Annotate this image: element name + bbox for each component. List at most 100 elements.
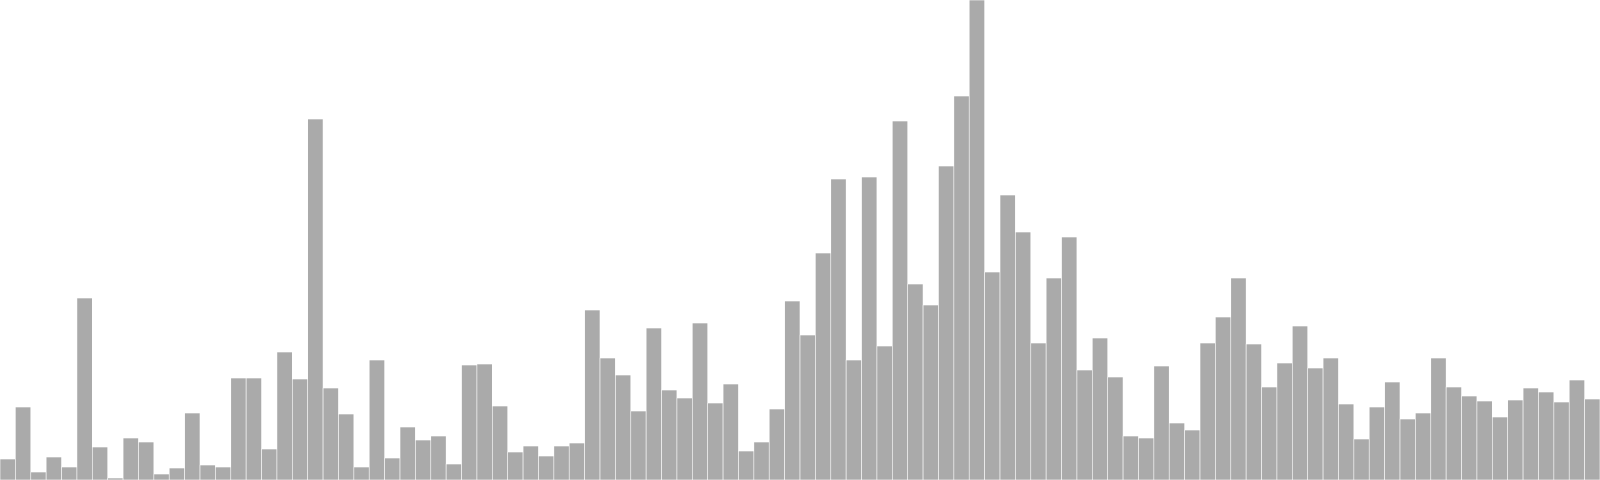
bar-16 xyxy=(245,377,262,480)
bar-3 xyxy=(45,456,62,480)
bar-9 xyxy=(138,441,155,480)
bar-81 xyxy=(1245,343,1262,480)
bar-56 xyxy=(861,176,878,480)
bar-33 xyxy=(507,451,524,480)
bar-83 xyxy=(1276,362,1293,480)
bar-41 xyxy=(630,410,647,480)
bar-73 xyxy=(1122,435,1139,480)
bar-1 xyxy=(15,406,32,480)
bar-75 xyxy=(1153,365,1170,480)
bar-24 xyxy=(368,359,385,480)
bar-0 xyxy=(0,458,16,480)
bar-22 xyxy=(338,413,355,480)
bar-63 xyxy=(968,0,985,480)
bar-69 xyxy=(1061,236,1078,480)
bar-76 xyxy=(1168,422,1185,480)
bar-53 xyxy=(815,252,832,480)
bar-96 xyxy=(1476,400,1493,480)
bar-66 xyxy=(1015,231,1032,480)
bar-97 xyxy=(1492,416,1508,480)
bar-48 xyxy=(738,450,755,480)
bar-60 xyxy=(922,304,939,480)
bar-8 xyxy=(122,437,139,480)
bar-58 xyxy=(892,120,908,480)
bar-99 xyxy=(1522,387,1539,480)
bar-55 xyxy=(845,359,862,480)
bar-100 xyxy=(1538,391,1555,480)
bar-35 xyxy=(538,455,555,480)
bar-30 xyxy=(461,364,478,480)
bar-64 xyxy=(984,271,1001,480)
bar-88 xyxy=(1353,438,1370,480)
bar-20 xyxy=(307,118,324,480)
bar-95 xyxy=(1461,395,1478,480)
bar-38 xyxy=(584,309,601,480)
bar-62 xyxy=(953,95,970,480)
bar-18 xyxy=(276,351,293,480)
bar-11 xyxy=(168,467,185,480)
bar-12 xyxy=(184,412,201,480)
bar-34 xyxy=(522,445,539,480)
bar-45 xyxy=(692,322,708,480)
bar-61 xyxy=(938,165,955,480)
bar-86 xyxy=(1322,357,1339,480)
bar-74 xyxy=(1138,437,1155,480)
bar-17 xyxy=(261,448,278,480)
bar-14 xyxy=(215,466,232,480)
bar-40 xyxy=(615,374,632,480)
bar-92 xyxy=(1415,412,1432,480)
bar-49 xyxy=(753,441,770,480)
bar-2 xyxy=(30,471,47,480)
bar-71 xyxy=(1092,337,1108,480)
bar-44 xyxy=(676,397,693,480)
bar-59 xyxy=(907,283,924,480)
bar-89 xyxy=(1368,406,1385,480)
bar-70 xyxy=(1076,369,1093,480)
bar-36 xyxy=(553,445,570,480)
bar-65 xyxy=(999,194,1016,480)
bar-68 xyxy=(1045,277,1062,480)
bar-103 xyxy=(1584,398,1600,480)
bar-21 xyxy=(322,387,339,480)
bar-32 xyxy=(492,405,508,480)
bar-6 xyxy=(92,446,108,480)
bar-52 xyxy=(799,334,816,480)
bar-77 xyxy=(1184,429,1201,480)
bar-79 xyxy=(1215,316,1232,480)
bar-19 xyxy=(292,378,308,480)
bar-90 xyxy=(1384,381,1401,480)
bar-85 xyxy=(1307,367,1324,480)
bar-98 xyxy=(1507,399,1524,480)
bar-43 xyxy=(661,389,678,480)
bar-15 xyxy=(230,377,247,480)
bar-27 xyxy=(415,439,432,480)
bar-25 xyxy=(384,457,401,480)
bar-10 xyxy=(153,473,170,480)
bar-26 xyxy=(399,426,416,480)
bar-93 xyxy=(1430,357,1447,480)
bar-82 xyxy=(1261,386,1278,480)
bar-39 xyxy=(599,357,616,480)
bar-78 xyxy=(1199,342,1216,480)
bar-84 xyxy=(1292,325,1308,480)
bar-37 xyxy=(568,442,585,480)
bar-50 xyxy=(768,408,785,480)
bar-31 xyxy=(476,363,493,480)
bar-42 xyxy=(645,327,662,480)
bar-28 xyxy=(430,435,447,480)
bar-46 xyxy=(707,402,724,480)
bar-47 xyxy=(722,383,739,480)
bar-4 xyxy=(61,466,78,480)
bar-102 xyxy=(1568,379,1585,480)
bar-67 xyxy=(1030,342,1047,480)
bar-5 xyxy=(76,297,93,480)
bar-91 xyxy=(1399,418,1416,480)
bar-13 xyxy=(199,464,216,480)
bar-29 xyxy=(445,463,462,480)
bar-101 xyxy=(1553,401,1570,480)
bar-54 xyxy=(830,178,847,480)
bar-80 xyxy=(1230,277,1247,480)
